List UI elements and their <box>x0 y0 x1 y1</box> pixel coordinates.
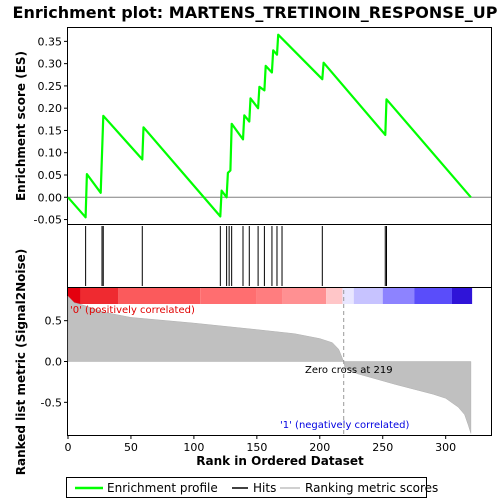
heatmap-segment <box>414 288 452 304</box>
x-axis: 0 50 100 150 200 250 300 <box>65 435 456 454</box>
x-tick-label: 200 <box>309 441 330 454</box>
es-y-axis: -0.05 0.00 0.05 0.10 0.15 0.20 0.25 0.30 0.35 <box>34 35 68 227</box>
x-tick-label: 250 <box>372 441 393 454</box>
heatmap-segment <box>342 288 354 304</box>
es-y-tick-label: 0.30 <box>38 58 63 71</box>
es-y-tick-label: 0.00 <box>38 191 63 204</box>
heatmap-segment <box>326 288 343 304</box>
metric-y-tick-label: 0.0 <box>45 356 63 369</box>
positive-correlation-label: '0' (positively correlated) <box>70 305 195 316</box>
es-y-tick-label: 0.10 <box>38 147 63 160</box>
metric-y-axis: 0.5 0.0 -0.5 <box>41 315 68 409</box>
chart-title: Enrichment plot: MARTENS_TRETINOIN_RESPO… <box>13 3 498 22</box>
es-y-tick-label: 0.35 <box>38 35 63 48</box>
hits-panel-frame <box>67 224 492 288</box>
metric-profile <box>67 295 472 434</box>
es-curve-line <box>67 33 472 219</box>
heatmap-segment <box>80 288 119 304</box>
es-y-tick-label: -0.05 <box>34 214 62 227</box>
es-panel-frame <box>67 27 492 225</box>
metric-axis-label: Ranked list metric (Signal2Noise) <box>14 249 28 476</box>
heatmap-segment <box>353 288 383 304</box>
x-tick-label: 300 <box>435 441 456 454</box>
negative-correlation-label: '1' (negatively correlated) <box>280 420 409 431</box>
x-axis-label: Rank in Ordered Dataset <box>196 454 364 468</box>
es-axis-label: Enrichment score (ES) <box>14 51 28 201</box>
heatmap-segment <box>200 288 257 304</box>
es-y-tick-label: 0.20 <box>38 102 63 115</box>
legend-label-enrichment: Enrichment profile <box>107 481 218 495</box>
es-y-tick-label: 0.05 <box>38 169 63 182</box>
x-tick-label: 150 <box>246 441 267 454</box>
heatmap-segment <box>382 288 415 304</box>
hit-marks <box>85 226 388 286</box>
es-curve <box>67 33 472 219</box>
x-tick-label: 100 <box>183 441 204 454</box>
metric-y-tick-label: 0.5 <box>45 315 63 328</box>
zero-cross-label: Zero cross at 219 <box>305 365 393 376</box>
heatmap-segment <box>451 288 473 304</box>
metric-y-tick-label: -0.5 <box>41 396 62 409</box>
heatmap-segment <box>282 288 327 304</box>
heatmap-segment <box>118 288 201 304</box>
heatmap-segment <box>256 288 283 304</box>
es-y-tick-label: 0.25 <box>38 80 63 93</box>
x-tick-label: 0 <box>65 441 72 454</box>
metric-area <box>67 295 472 434</box>
legend-label-hits: Hits <box>253 481 276 495</box>
rank-heatmap <box>68 288 473 304</box>
x-tick-label: 50 <box>124 441 138 454</box>
legend-label-metric: Ranking metric scores <box>305 481 438 495</box>
es-y-tick-label: 0.15 <box>38 124 63 137</box>
